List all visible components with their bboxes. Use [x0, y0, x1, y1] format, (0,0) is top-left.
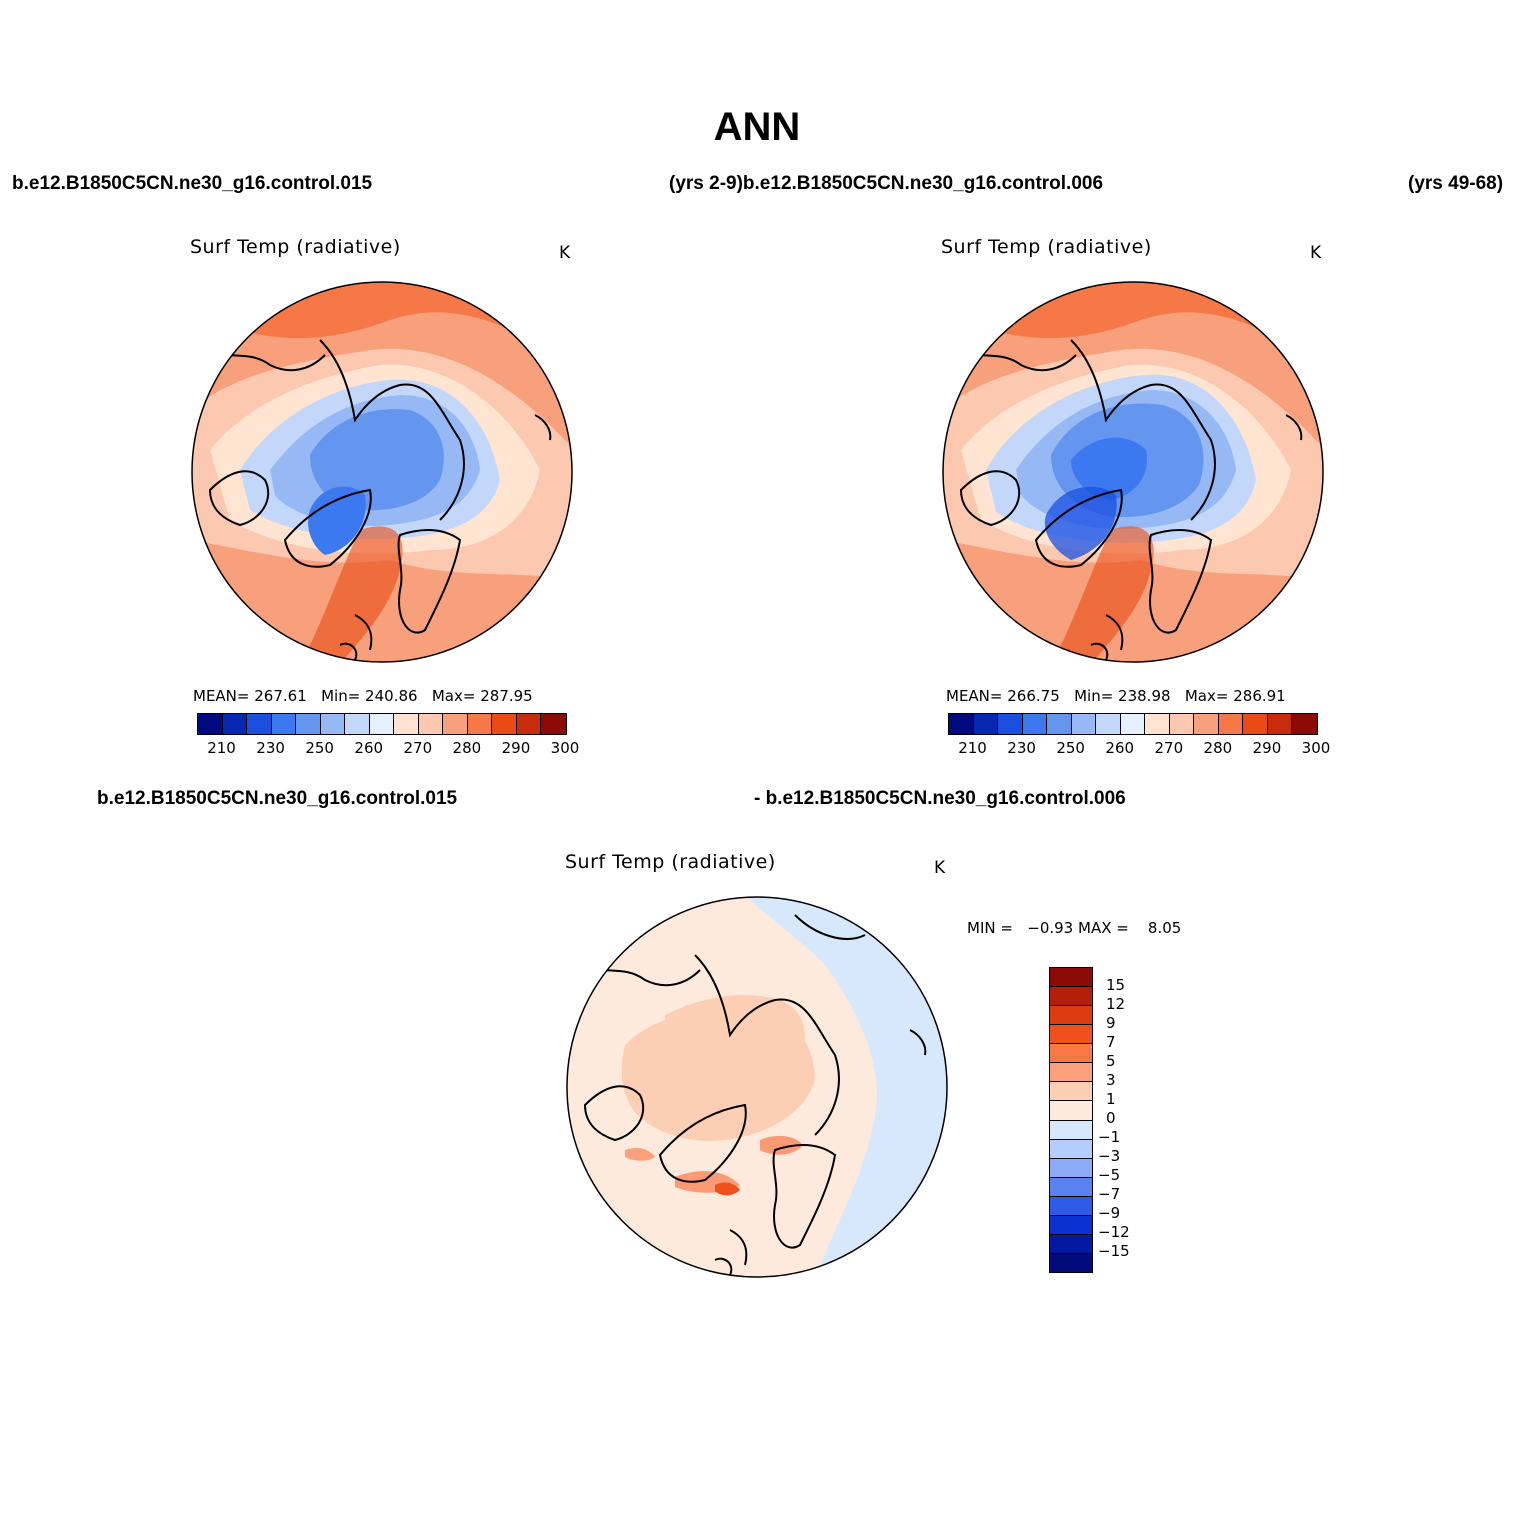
colorbar-swatch: [1050, 987, 1092, 1007]
colorbar-tick-label: 12: [1106, 995, 1126, 1013]
colorbar-tick-label: −1: [1098, 1128, 1121, 1146]
colorbar-swatch: [492, 714, 517, 734]
colorbar-swatch: [1169, 714, 1195, 734]
colorbar-tick-label: −15: [1098, 1242, 1130, 1260]
colorbar-tick-label: −5: [1098, 1166, 1121, 1184]
panel3-polar-map: [566, 896, 948, 1278]
case-header-right: (yrs 49-68): [1408, 173, 1504, 194]
colorbar-swatch: [949, 714, 974, 734]
colorbar-tick-label: 280: [452, 739, 482, 757]
colorbar-swatch: [1120, 714, 1146, 734]
colorbar-swatch: [222, 714, 248, 734]
colorbar-swatch: [345, 714, 370, 734]
colorbar-tick-label: 260: [354, 739, 384, 757]
colorbar-swatch: [369, 714, 395, 734]
colorbar-swatch: [1071, 714, 1097, 734]
colorbar-tick-label: 300: [550, 739, 580, 757]
diff-header-left: b.e12.B1850C5CN.ne30_g16.control.015: [97, 788, 458, 809]
colorbar-swatch: [516, 714, 542, 734]
colorbar-swatch: [1050, 1158, 1092, 1178]
colorbar-tick-label: 250: [1056, 739, 1085, 757]
colorbar-swatch: [1050, 968, 1092, 988]
colorbar-swatch: [1047, 714, 1072, 734]
colorbar-swatch: [1050, 1006, 1092, 1026]
colorbar-swatch: [1050, 1120, 1092, 1140]
colorbar-swatch: [1050, 1139, 1092, 1159]
colorbar-swatch: [1050, 1025, 1092, 1045]
colorbar-tick-label: 230: [256, 739, 285, 757]
colorbar-tick-label: 210: [958, 739, 987, 757]
colorbar-tick-label: −12: [1098, 1223, 1130, 1241]
panel1-stats: MEAN= 267.61 Min= 240.86 Max= 287.95: [193, 687, 533, 705]
colorbar-swatch: [973, 714, 999, 734]
colorbar-tick-label: 300: [1301, 739, 1331, 757]
colorbar-swatch: [443, 714, 468, 734]
colorbar-swatch: [1267, 714, 1293, 734]
colorbar-swatch: [394, 714, 419, 734]
colorbar-tick-label: 5: [1106, 1052, 1116, 1070]
colorbar-swatch: [247, 714, 272, 734]
colorbar-tick-label: 7: [1106, 1033, 1116, 1051]
colorbar-tick-label: 0: [1106, 1109, 1116, 1127]
colorbar-swatch: [1050, 1101, 1092, 1121]
colorbar-tick-label: −3: [1098, 1147, 1121, 1165]
colorbar-swatch: [1050, 1196, 1092, 1216]
colorbar-swatch: [1218, 714, 1244, 734]
colorbar-tick-label: 230: [1007, 739, 1036, 757]
panel1-polar-map: [191, 281, 573, 663]
colorbar-tick-label: 210: [207, 739, 236, 757]
panel2-colorbar: [948, 713, 1318, 735]
panel3-minmax: MIN = −0.93 MAX = 8.05: [967, 919, 1182, 937]
colorbar-tick-label: 260: [1105, 739, 1135, 757]
colorbar-swatch: [1022, 714, 1048, 734]
panel1-title: Surf Temp (radiative): [190, 236, 401, 258]
colorbar-swatch: [467, 714, 493, 734]
colorbar-swatch: [418, 714, 444, 734]
page-title: ANN: [713, 105, 801, 149]
panel1-colorbar: [197, 713, 567, 735]
diff-header-right: - b.e12.B1850C5CN.ne30_g16.control.006: [754, 788, 1126, 809]
panel2-units: K: [1310, 243, 1322, 263]
panel2-polar-map: [942, 281, 1324, 663]
panel2-stats: MEAN= 266.75 Min= 238.98 Max= 286.91: [946, 687, 1286, 705]
colorbar-swatch: [1145, 714, 1170, 734]
panel3-title: Surf Temp (radiative): [565, 851, 776, 873]
colorbar-swatch: [1050, 1063, 1092, 1083]
colorbar-swatch: [1050, 1215, 1092, 1235]
colorbar-tick-label: 15: [1106, 976, 1126, 994]
case-header-middle: (yrs 2-9)b.e12.B1850C5CN.ne30_g16.contro…: [669, 173, 1104, 194]
colorbar-swatch: [541, 714, 566, 734]
colorbar-tick-label: 290: [1252, 739, 1282, 757]
colorbar-tick-label: 9: [1106, 1014, 1116, 1032]
colorbar-tick-label: 290: [501, 739, 531, 757]
colorbar-tick-label: 270: [403, 739, 433, 757]
colorbar-tick-label: 280: [1203, 739, 1233, 757]
colorbar-swatch: [1243, 714, 1268, 734]
panel1-units: K: [559, 243, 571, 263]
colorbar-tick-label: 270: [1154, 739, 1184, 757]
case-header-left: b.e12.B1850C5CN.ne30_g16.control.015: [12, 173, 373, 194]
colorbar-swatch: [1096, 714, 1121, 734]
panel3-colorbar: [1049, 967, 1093, 1273]
panel2-title: Surf Temp (radiative): [941, 236, 1152, 258]
colorbar-tick-label: 1: [1106, 1090, 1116, 1108]
colorbar-swatch: [1050, 1082, 1092, 1102]
colorbar-tick-label: −9: [1098, 1204, 1121, 1222]
colorbar-swatch: [1292, 714, 1317, 734]
colorbar-swatch: [296, 714, 321, 734]
colorbar-swatch: [1050, 1044, 1092, 1064]
colorbar-tick-label: 250: [305, 739, 334, 757]
colorbar-swatch: [320, 714, 346, 734]
colorbar-swatch: [1050, 1177, 1092, 1197]
colorbar-swatch: [1194, 714, 1219, 734]
panel3-units: K: [934, 858, 946, 878]
colorbar-tick-label: 3: [1106, 1071, 1116, 1089]
colorbar-tick-label: −7: [1098, 1185, 1121, 1203]
colorbar-swatch: [998, 714, 1023, 734]
colorbar-swatch: [198, 714, 223, 734]
colorbar-swatch: [1050, 1253, 1092, 1272]
colorbar-swatch: [1050, 1234, 1092, 1254]
colorbar-swatch: [271, 714, 297, 734]
